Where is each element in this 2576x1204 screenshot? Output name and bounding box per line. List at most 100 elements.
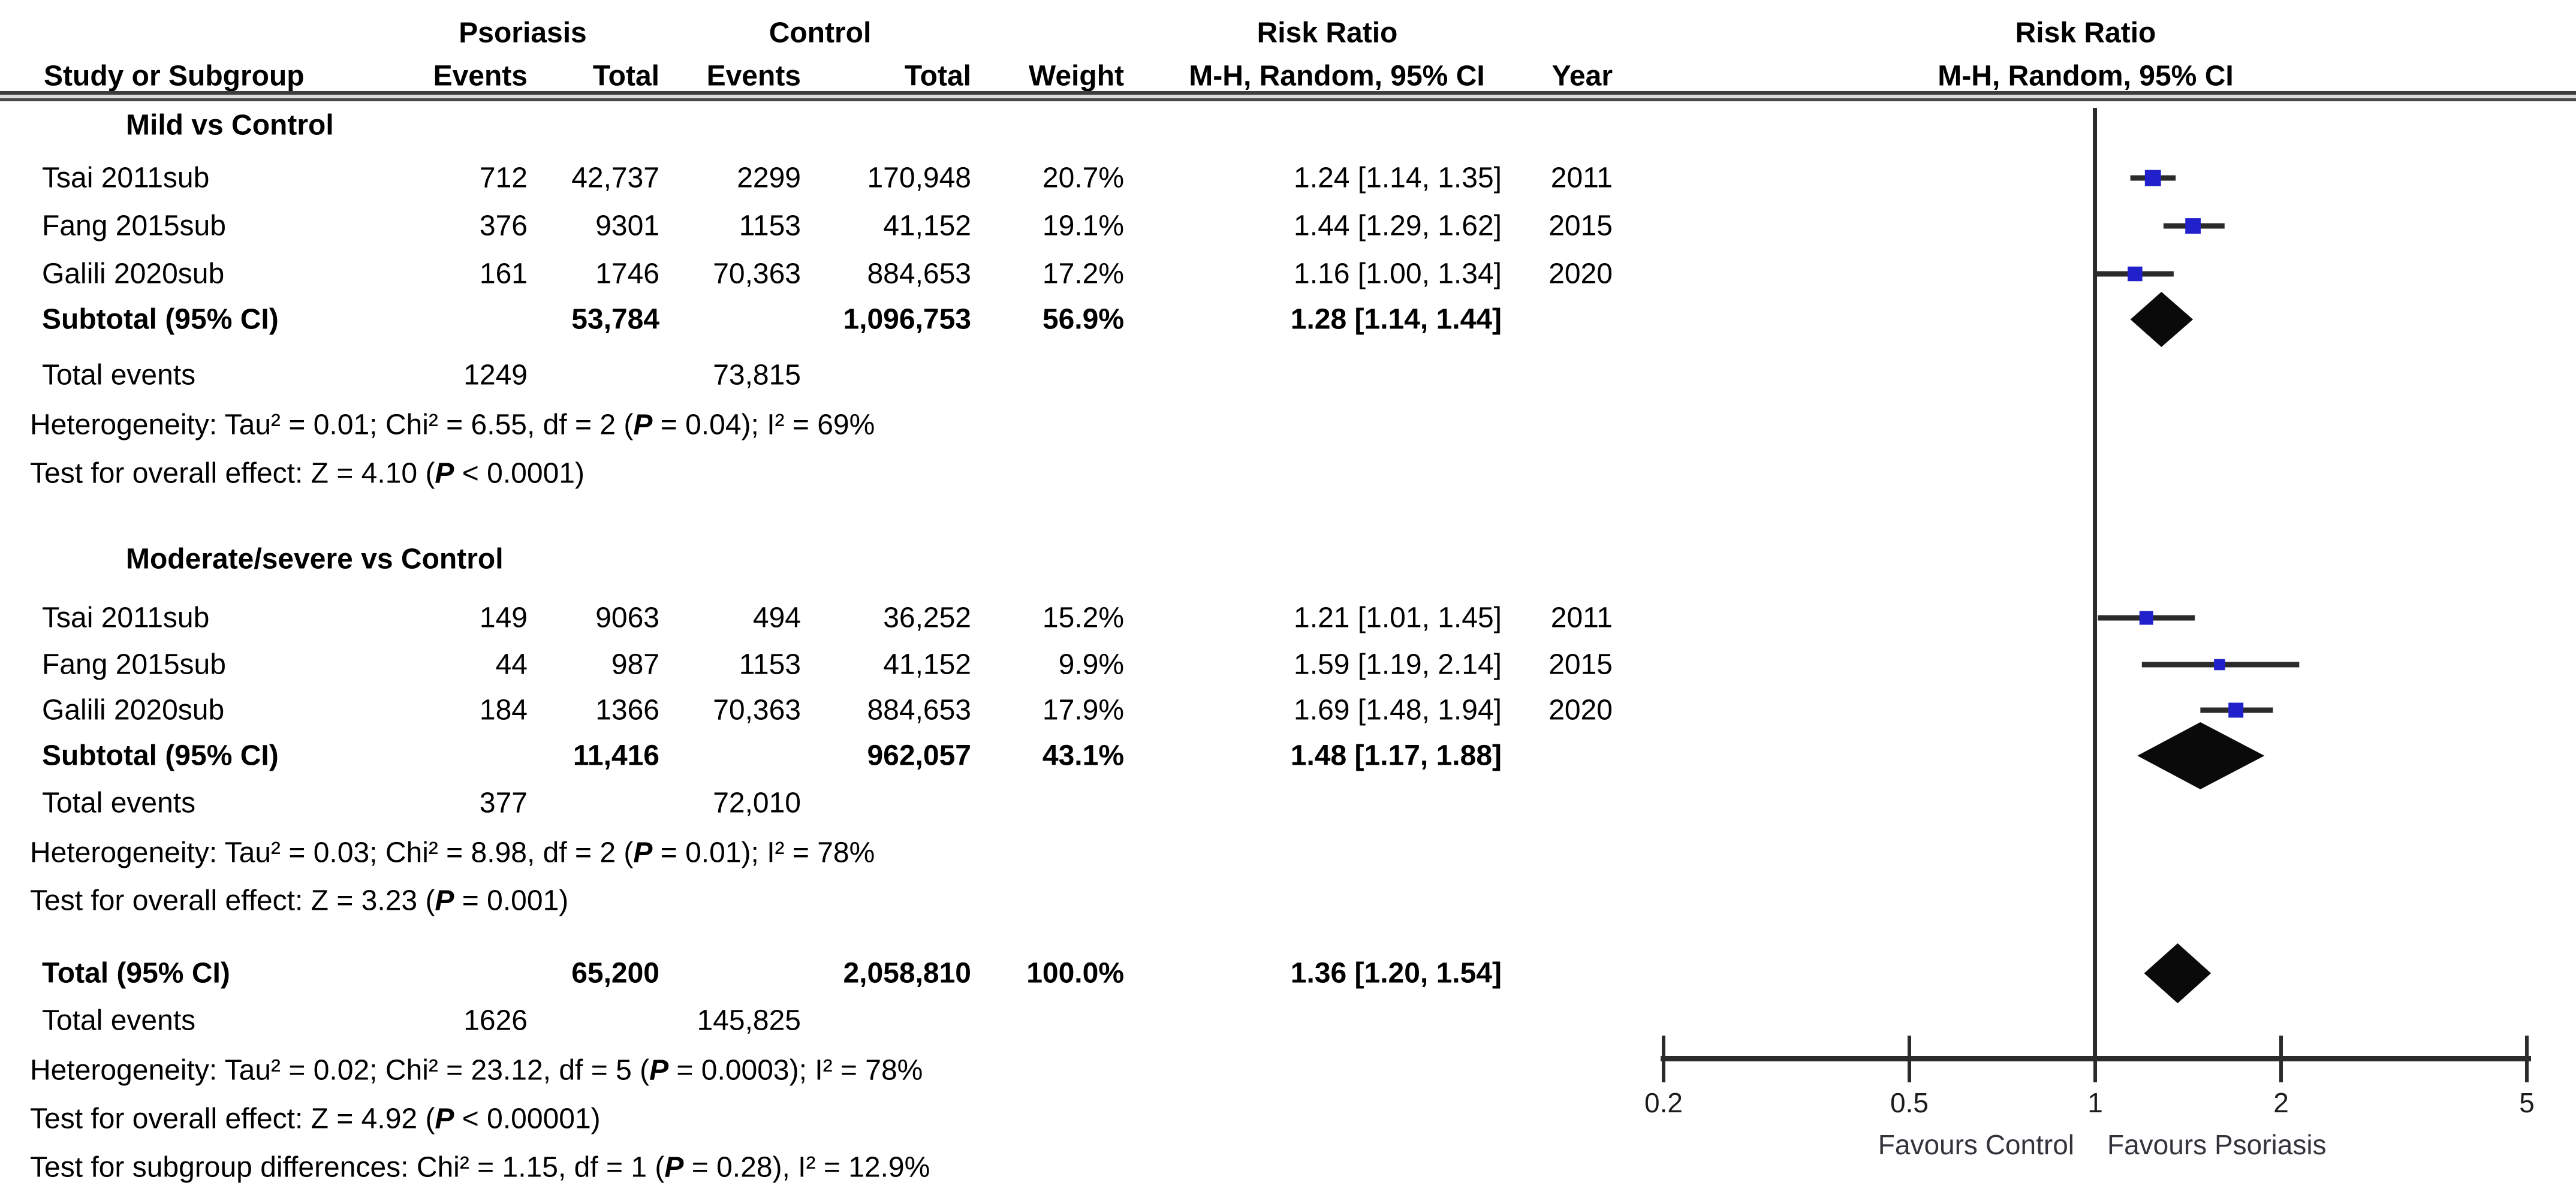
year-value: 2015	[1548, 210, 1613, 242]
events-control: 70,363	[713, 694, 801, 726]
events-psoriasis: 149	[479, 602, 528, 634]
study-label: Tsai 2011sub	[42, 602, 210, 634]
year-value: 2020	[1548, 694, 1613, 726]
risk-ratio-ci-text: 1.44 [1.29, 1.62]	[1294, 210, 1502, 242]
p-symbol: P	[664, 1151, 684, 1184]
favours-psoriasis-label: Favours Psoriasis	[2107, 1129, 2327, 1160]
overall-effect-text: Test for overall effect: Z = 3.23 (P = 0…	[30, 885, 568, 918]
total-psoriasis: 1746	[595, 258, 659, 290]
forest-markers-group	[2095, 170, 2300, 1003]
study-label: Tsai 2011sub	[42, 162, 210, 194]
total-events-label: Total events	[42, 1004, 196, 1037]
subtotal-diamond	[2130, 292, 2194, 347]
total-psoriasis: 987	[611, 648, 659, 681]
events-psoriasis: 161	[479, 258, 528, 290]
axis-tick-label: 5	[2519, 1087, 2535, 1118]
weight-value: 9.9%	[1058, 648, 1124, 681]
het-post: = 0.0003); I² = 78%	[668, 1054, 923, 1087]
heterogeneity-text: Heterogeneity: Tau² = 0.02; Chi² = 23.12…	[30, 1054, 923, 1087]
header-divider-line	[0, 91, 2576, 101]
total-ci-text: 1.36 [1.20, 1.54]	[1290, 957, 1502, 989]
axis-tick-5	[2525, 1036, 2529, 1082]
weight-square-fang-2015sub	[2214, 659, 2225, 671]
col-header-events-control: Events	[706, 60, 801, 92]
study-label: Galili 2020sub	[42, 694, 225, 726]
overall-diamond	[2144, 943, 2212, 1003]
p-symbol: P	[633, 837, 653, 869]
risk-ratio-header-left: Risk Ratio	[1257, 17, 1398, 49]
col-header-mh-ci-right: M-H, Random, 95% CI	[1938, 60, 2234, 92]
subtotal-ci-text: 1.48 [1.17, 1.88]	[1290, 740, 1502, 772]
total-events-control: 145,825	[697, 1004, 801, 1037]
psoriasis-group-header: Psoriasis	[459, 17, 587, 49]
total-weight: 100.0%	[1026, 957, 1124, 989]
total-control: 41,152	[883, 210, 971, 242]
total-events-psoriasis: 377	[479, 787, 528, 819]
test-pre: Test for overall effect: Z = 3.23 (	[30, 885, 435, 917]
events-psoriasis: 184	[479, 694, 528, 726]
weight-square-fang-2015sub	[2185, 218, 2201, 234]
test-post: = 0.001)	[454, 885, 569, 917]
year-value: 2011	[1550, 602, 1613, 634]
axis-tick-label: 0.5	[1890, 1087, 1929, 1118]
subtotal-weight: 56.9%	[1042, 303, 1124, 336]
test-post: < 0.00001)	[454, 1103, 601, 1135]
risk-ratio-ci-text: 1.16 [1.00, 1.34]	[1294, 258, 1502, 290]
het-pre: Heterogeneity: Tau² = 0.03; Chi² = 8.98,…	[30, 837, 634, 869]
subgroup-heading-moderate: Moderate/severe vs Control	[126, 543, 504, 575]
risk-ratio-ci-text: 1.21 [1.01, 1.45]	[1294, 602, 1502, 634]
subtotal-total-control: 962,057	[867, 740, 971, 772]
het-post: = 0.01); I² = 78%	[652, 837, 875, 869]
total-label: Total (95% CI)	[42, 957, 230, 989]
weight-value: 15.2%	[1042, 602, 1124, 634]
events-psoriasis: 712	[479, 162, 528, 194]
overall-effect-text: Test for overall effect: Z = 4.10 (P < 0…	[30, 457, 585, 490]
year-value: 2020	[1548, 258, 1613, 290]
year-value: 2011	[1550, 162, 1613, 194]
het-post: = 0.04); I² = 69%	[652, 409, 875, 441]
total-control: 41,152	[883, 648, 971, 681]
total-events-psoriasis: 1249	[463, 359, 528, 391]
subtotal-label: Subtotal (95% CI)	[42, 303, 279, 336]
total-control: 36,252	[883, 602, 971, 634]
heterogeneity-text: Heterogeneity: Tau² = 0.03; Chi² = 8.98,…	[30, 837, 875, 870]
axis-tick-label: 1	[2087, 1087, 2103, 1118]
p-symbol: P	[633, 409, 653, 441]
subtotal-weight: 43.1%	[1042, 740, 1124, 772]
events-control: 1153	[739, 648, 801, 681]
total-control: 884,653	[867, 694, 971, 726]
total-control: 2,058,810	[843, 957, 971, 989]
subtotal-total-psoriasis: 53,784	[571, 303, 659, 336]
col-header-events-psoriasis: Events	[433, 60, 528, 92]
events-control: 70,363	[713, 258, 801, 290]
test-post: = 0.28), I² = 12.9%	[683, 1151, 930, 1184]
test-post: < 0.0001)	[454, 457, 585, 490]
p-symbol: P	[435, 885, 454, 917]
p-symbol: P	[435, 1103, 454, 1135]
axis-tick-label: 2	[2273, 1087, 2289, 1118]
total-events-control: 73,815	[713, 359, 801, 391]
col-header-total-psoriasis: Total	[592, 60, 659, 92]
favours-control-label: Favours Control	[1878, 1129, 2074, 1160]
control-group-header: Control	[769, 17, 872, 49]
weight-square-galili-2020sub	[2228, 702, 2244, 718]
het-pre: Heterogeneity: Tau² = 0.02; Chi² = 23.12…	[30, 1054, 650, 1087]
het-pre: Heterogeneity: Tau² = 0.01; Chi² = 6.55,…	[30, 409, 634, 441]
total-psoriasis: 65,200	[571, 957, 659, 989]
total-control: 170,948	[867, 162, 971, 194]
subtotal-total-control: 1,096,753	[843, 303, 971, 336]
study-label: Fang 2015sub	[42, 210, 226, 242]
total-events-control: 72,010	[713, 787, 801, 819]
total-control: 884,653	[867, 258, 971, 290]
total-psoriasis: 9063	[595, 602, 659, 634]
risk-ratio-ci-text: 1.69 [1.48, 1.94]	[1294, 694, 1502, 726]
col-header-weight: Weight	[1028, 60, 1124, 92]
weight-square-galili-2020sub	[2128, 266, 2143, 282]
events-psoriasis: 44	[495, 648, 528, 681]
weight-value: 17.2%	[1042, 258, 1124, 290]
test-pre: Test for overall effect: Z = 4.92 (	[30, 1103, 435, 1135]
heterogeneity-text: Heterogeneity: Tau² = 0.01; Chi² = 6.55,…	[30, 409, 875, 442]
subtotal-total-psoriasis: 11,416	[573, 740, 659, 772]
